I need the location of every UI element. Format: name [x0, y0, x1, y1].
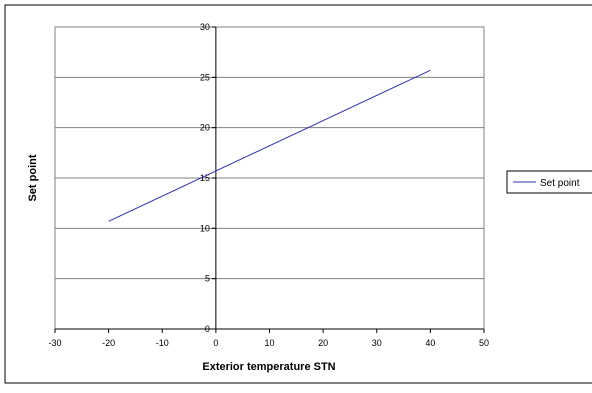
y-tick-label: 5 [205, 274, 210, 284]
x-tick-label: -20 [102, 338, 115, 348]
legend: Set point [506, 170, 592, 194]
x-tick-label: 40 [425, 338, 435, 348]
axes [54, 26, 485, 333]
y-tick-label: 20 [200, 123, 210, 133]
x-tick-label: 10 [264, 338, 274, 348]
x-tick-label: -10 [156, 338, 169, 348]
series-line [108, 69, 431, 222]
y-tick-label: 10 [200, 223, 210, 233]
x-axis-title: Exterior temperature STN [202, 361, 335, 373]
x-tick-label: 0 [213, 338, 218, 348]
y-tick-label: 15 [200, 173, 210, 183]
x-tick-label: 30 [372, 338, 382, 348]
y-tick-label: 30 [200, 22, 210, 32]
y-tick-label: 25 [200, 72, 210, 82]
y-tick-label: 0 [205, 324, 210, 334]
tick-labels: -30 -20 -10 0 10 20 30 40 50 0 5 10 15 20 25 30 [48, 22, 489, 348]
x-tick-label: 20 [318, 338, 328, 348]
legend-box [506, 170, 592, 194]
series-lines [108, 69, 431, 222]
y-axis-title: Set point [27, 154, 39, 201]
x-tick-label: -30 [48, 338, 61, 348]
legend-label: Set point [540, 178, 580, 189]
gridlines [55, 76, 484, 280]
x-tick-label: 50 [479, 338, 489, 348]
